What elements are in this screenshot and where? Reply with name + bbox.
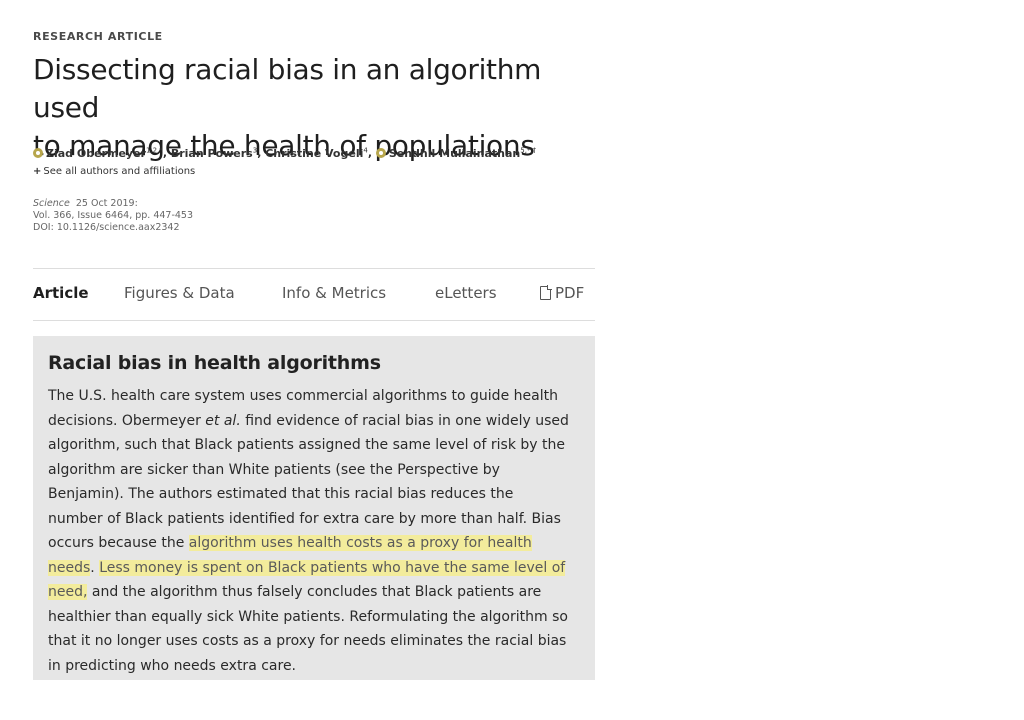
citation-doi[interactable]: DOI: 10.1126/science.aax2342 — [33, 222, 180, 233]
see-all-authors-link[interactable]: + See all authors and affiliations — [33, 166, 195, 177]
summary-line: healthier than equally sick White patien… — [48, 605, 588, 630]
orcid-icon[interactable] — [375, 147, 386, 158]
highlighted-text: algorithm uses health costs as a proxy f… — [188, 535, 532, 551]
summary-text-run: The U.S. health care system uses commerc… — [48, 388, 558, 404]
summary-text-run: . — [90, 559, 100, 576]
summary-text-run: number of Black patients identified for … — [48, 510, 561, 527]
summary-line: in predicting who needs extra care. — [48, 654, 588, 679]
author-affiliation-sup: 3 — [252, 146, 258, 154]
summary-line: The U.S. health care system uses commerc… — [48, 384, 588, 409]
orcid-icon[interactable] — [33, 147, 43, 158]
article-type-label: RESEARCH ARTICLE — [33, 30, 163, 43]
citation-journal-line: Science 25 Oct 2019: — [33, 198, 193, 210]
author-link-4[interactable]: Sendhil Mullainathan5,*,† — [388, 146, 537, 160]
summary-line: occurs because the algorithm uses health… — [48, 531, 588, 556]
summary-text-run: find evidence of racial bias in one wide… — [240, 412, 569, 429]
author-link-2[interactable]: Brian Powers3 — [170, 146, 258, 160]
editor-summary-box: Racial bias in health algorithms The U.S… — [33, 336, 595, 680]
summary-text-run: that it no longer uses costs as a proxy … — [48, 633, 567, 649]
plus-icon: + — [33, 166, 42, 177]
summary-text-run: Benjamin). The authors estimated that th… — [48, 486, 514, 502]
summary-text-run: in predicting who needs extra care. — [48, 657, 297, 674]
summary-text-run: algorithm, such that Black patients assi… — [48, 437, 565, 453]
tab-figures-data[interactable]: Figures & Data — [124, 284, 235, 302]
citation-info: Science 25 Oct 2019: Vol. 366, Issue 646… — [33, 198, 193, 234]
summary-text-run: algorithm are sicker than White patients… — [48, 461, 500, 478]
summary-line: that it no longer uses costs as a proxy … — [48, 629, 588, 654]
tab-pdf-label[interactable]: PDF — [555, 284, 585, 302]
article-title-line-2: to manage the health of populations — [33, 129, 535, 162]
tab-pdf[interactable]: PDF — [540, 284, 584, 302]
summary-text-run: and the algorithm thus falsely concludes… — [87, 584, 542, 600]
author-link-1[interactable]: Ziad Obermeyer1,2,* — [46, 146, 163, 160]
summary-line: needs. Less money is spent on Black pati… — [48, 556, 588, 581]
author-name[interactable]: Ziad Obermeyer — [46, 146, 146, 160]
tab-info-metrics[interactable]: Info & Metrics — [282, 284, 387, 302]
article-tabs: Article Figures & Data Info & Metrics eL… — [33, 284, 595, 308]
author-name[interactable]: Christine Vogeli — [265, 146, 364, 160]
summary-line: algorithm are sicker than White patients… — [48, 458, 588, 483]
highlighted-text: needs — [48, 559, 91, 576]
author-affiliation-sup: 4 — [363, 146, 368, 154]
summary-line: algorithm, such that Black patients assi… — [48, 433, 588, 458]
summary-line: Benjamin). The authors estimated that th… — [48, 482, 588, 507]
tab-article[interactable]: Article — [33, 284, 89, 302]
summary-text: The U.S. health care system uses commerc… — [48, 384, 588, 678]
citation-volume: Vol. 366, Issue 6464, pp. 447-453 — [33, 210, 194, 221]
summary-text-run: decisions. Obermeyer — [48, 412, 206, 429]
summary-text-run: occurs because the — [48, 535, 189, 551]
journal-name: Science — [33, 198, 70, 209]
summary-line: need, and the algorithm thus falsely con… — [48, 580, 588, 605]
summary-text-run: healthier than equally sick White patien… — [48, 608, 568, 625]
tabs-divider-bottom — [33, 320, 595, 321]
summary-line: decisions. Obermeyer et al. find evidenc… — [48, 409, 588, 434]
summary-heading: Racial bias in health algorithms — [48, 352, 381, 374]
author-name[interactable]: Brian Powers — [170, 146, 253, 160]
article-title-line-1: Dissecting racial bias in an algorithm u… — [33, 53, 542, 124]
pdf-icon — [540, 285, 552, 300]
highlighted-text: need, — [48, 584, 88, 600]
publication-date: 25 Oct 2019: — [75, 198, 138, 209]
author-list: Ziad Obermeyer1,2,*, Brian Powers3, Chri… — [33, 146, 536, 160]
summary-line: number of Black patients identified for … — [48, 507, 588, 532]
tab-eletters[interactable]: eLetters — [435, 284, 497, 302]
highlighted-text: Less money is spent on Black patients wh… — [99, 559, 566, 576]
summary-italic-run: et al. — [205, 412, 241, 429]
see-all-authors-label[interactable]: See all authors and affiliations — [43, 166, 196, 177]
author-link-3[interactable]: Christine Vogeli4 — [265, 146, 368, 160]
author-affiliation-sup: 5,*,† — [520, 146, 537, 154]
author-name[interactable]: Sendhil Mullainathan — [388, 146, 521, 160]
article-title: Dissecting racial bias in an algorithm u… — [33, 51, 593, 165]
author-affiliation-sup: 1,2,* — [145, 146, 163, 154]
tabs-divider-top — [33, 268, 595, 269]
